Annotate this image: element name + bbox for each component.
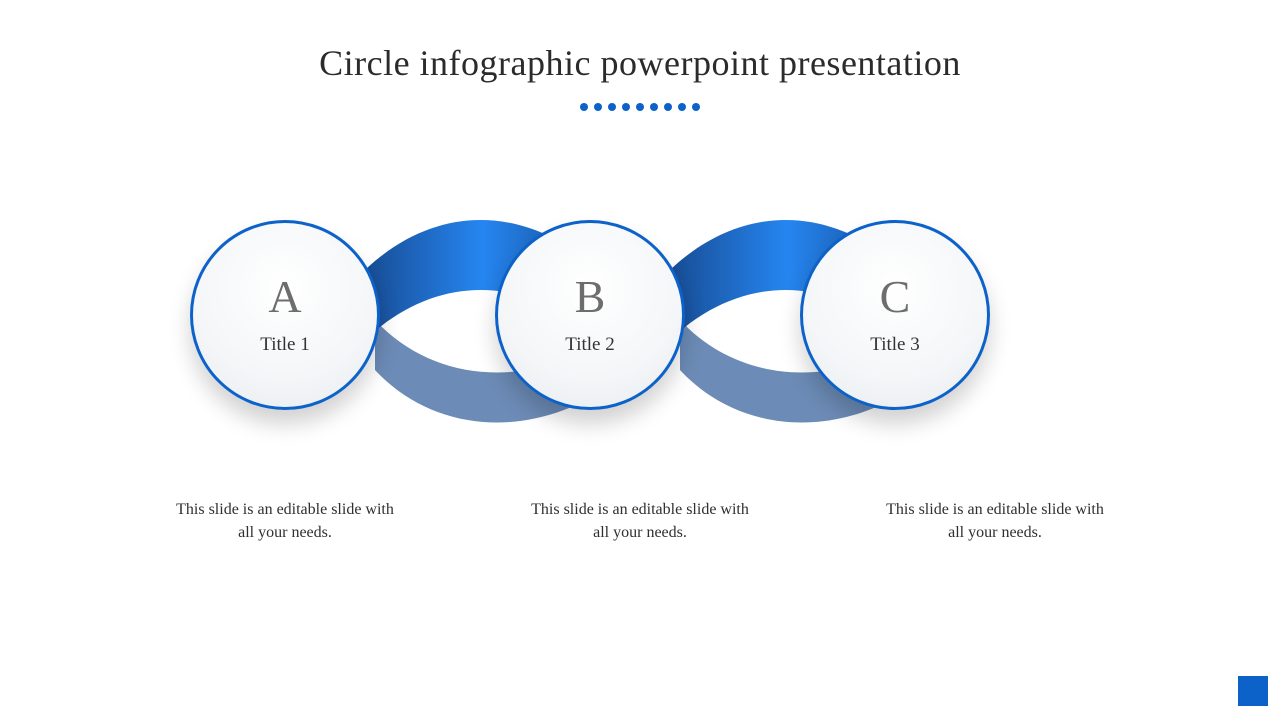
corner-square-icon bbox=[1238, 676, 1268, 706]
circle-title: Title 1 bbox=[260, 334, 309, 356]
circle-letter: B bbox=[575, 274, 606, 320]
slide: Circle infographic powerpoint presentati… bbox=[0, 0, 1280, 720]
circle-title: Title 3 bbox=[870, 334, 919, 356]
caption-c: This slide is an editable slide with all… bbox=[880, 498, 1110, 544]
caption-b: This slide is an editable slide with all… bbox=[525, 498, 755, 544]
decorative-dots bbox=[0, 98, 1280, 116]
caption-a: This slide is an editable slide with all… bbox=[170, 498, 400, 544]
circle-title: Title 2 bbox=[565, 334, 614, 356]
circle-c: C Title 3 bbox=[800, 220, 990, 410]
slide-title: Circle infographic powerpoint presentati… bbox=[0, 42, 1280, 84]
infographic-stage: A Title 1 B Title 2 C Title 3 bbox=[190, 210, 1090, 430]
circle-a: A Title 1 bbox=[190, 220, 380, 410]
circle-letter: A bbox=[268, 274, 301, 320]
circle-b: B Title 2 bbox=[495, 220, 685, 410]
captions-row: This slide is an editable slide with all… bbox=[190, 498, 1090, 544]
circle-letter: C bbox=[880, 274, 911, 320]
